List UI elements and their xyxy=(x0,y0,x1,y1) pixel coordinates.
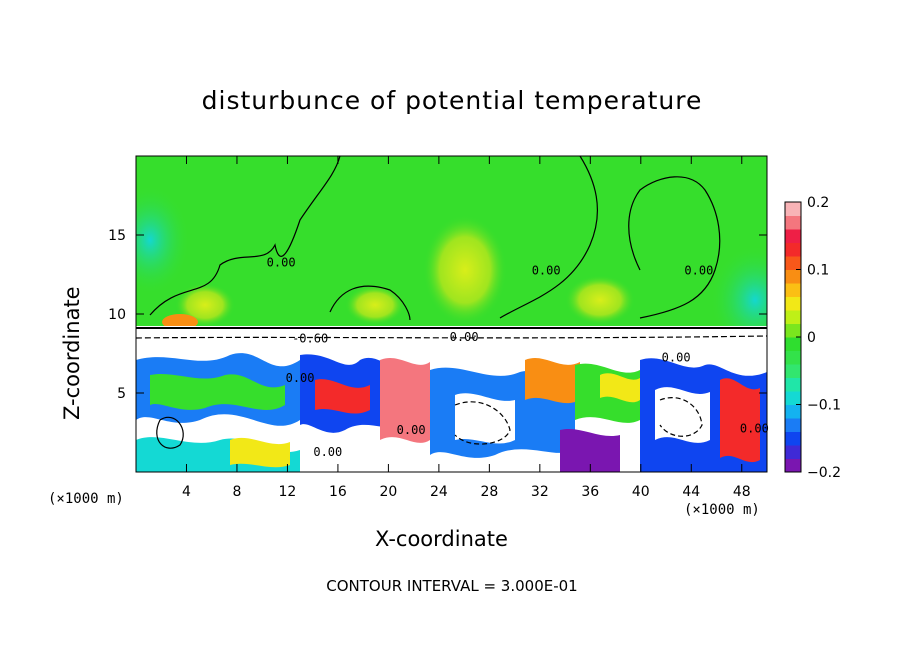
inversion-band xyxy=(136,326,767,352)
colorbar-tick-label: −0.2 xyxy=(807,465,841,481)
yellow-patch xyxy=(565,275,635,325)
green-region xyxy=(150,373,285,410)
y-tick-label: 10 xyxy=(108,307,126,323)
x-tick-label: 12 xyxy=(279,484,297,500)
contour-label: 0.00 xyxy=(684,264,713,278)
colorbar-swatch xyxy=(785,229,801,243)
y-axis: 5 10 15 xyxy=(108,228,767,402)
y-tick-label: 5 xyxy=(117,386,126,402)
red-region xyxy=(720,378,760,463)
orange-region xyxy=(525,358,580,404)
y-tick-label: 15 xyxy=(108,228,126,244)
colorbar-tick-label: 0.1 xyxy=(807,263,829,279)
contour-label: 0.00 xyxy=(450,330,479,344)
x-tick-label: 20 xyxy=(379,484,397,500)
cyan-patch xyxy=(136,185,190,295)
colorbar-swatch xyxy=(785,350,801,365)
colorbar: 0.2 0.1 0 −0.1 −0.2 xyxy=(784,195,841,481)
contour-label: 0.00 xyxy=(740,422,769,436)
colorbar-swatch xyxy=(785,391,801,405)
colorbar-swatch xyxy=(785,215,801,230)
x-tick-label: 44 xyxy=(682,484,700,500)
white-region xyxy=(455,393,515,444)
yellow-region xyxy=(600,373,640,403)
colorbar-swatch xyxy=(785,364,801,378)
colorbar-tick-label: −0.1 xyxy=(807,398,841,414)
colorbar-tick-label: 0.2 xyxy=(807,195,829,211)
white-region xyxy=(655,387,710,443)
contour-line xyxy=(628,176,721,319)
colorbar-swatch xyxy=(785,337,801,351)
x-axis-label: X-coordinate xyxy=(375,527,508,551)
contour-label: 0.00 xyxy=(397,423,426,437)
pink-region xyxy=(380,358,430,443)
contour-interval-note: CONTOUR INTERVAL = 3.000E-01 xyxy=(326,577,578,595)
contour-labels: 0.00 0.00 0.00 -0.60 0.00 0.00 0.00 0.00 0.00 0.0… xyxy=(267,256,769,460)
x-unit-label-left: (×1000 m) xyxy=(48,491,124,507)
contour-line xyxy=(149,156,341,316)
contour-label: 0.00 xyxy=(662,350,691,364)
contour-label: 0.00 xyxy=(532,264,561,278)
x-axis: 4 8 12 16 20 24 28 32 36 40 44 48 xyxy=(182,156,751,500)
colorbar-swatch xyxy=(785,418,801,432)
colorbar-swatch xyxy=(785,458,801,473)
colorbar-swatch xyxy=(785,202,801,216)
contour-line xyxy=(499,156,598,319)
x-tick-label: 40 xyxy=(632,484,650,500)
colorbar-swatch xyxy=(785,445,801,459)
yellow-patch xyxy=(423,215,507,325)
colorbar-swatch xyxy=(785,431,801,446)
colorbar-swatch xyxy=(785,256,801,270)
contour-label: 0.00 xyxy=(267,256,296,270)
x-tick-label: 4 xyxy=(182,484,191,500)
contour-line xyxy=(136,335,767,339)
purple-region xyxy=(560,428,620,472)
x-tick-label: 24 xyxy=(430,484,448,500)
contour-lines xyxy=(136,156,767,449)
colorbar-swatch xyxy=(785,404,801,419)
x-tick-label: 28 xyxy=(480,484,498,500)
contour-label: 0.00 xyxy=(286,371,315,385)
chart-title: disturbunce of potential temperature xyxy=(201,86,703,115)
colorbar-swatch xyxy=(785,296,801,311)
colorbar-swatch xyxy=(785,310,801,324)
x-tick-label: 16 xyxy=(329,484,347,500)
x-tick-label: 48 xyxy=(733,484,751,500)
contour-line xyxy=(454,401,511,445)
x-tick-label: 36 xyxy=(581,484,599,500)
x-unit-label-right: (×1000 m) xyxy=(684,502,760,518)
colorbar-swatch xyxy=(785,323,801,338)
colorbar-swatch xyxy=(785,242,801,257)
contour-label: 0.00 xyxy=(313,445,342,459)
x-tick-label: 32 xyxy=(531,484,549,500)
colorbar-tick-label: 0 xyxy=(807,330,816,346)
red-region xyxy=(315,379,370,414)
colorbar-swatch xyxy=(785,269,801,284)
contour-line xyxy=(329,285,411,321)
yellow-patch xyxy=(345,285,405,325)
yellow-region xyxy=(230,437,290,468)
contour-label: -0.60 xyxy=(292,331,328,345)
contour-line xyxy=(659,397,703,437)
x-tick-label: 8 xyxy=(232,484,241,500)
colorbar-swatch xyxy=(785,377,801,392)
colorbar-swatch xyxy=(785,283,801,297)
contour-line xyxy=(156,416,184,449)
potential-temperature-field xyxy=(136,156,767,472)
